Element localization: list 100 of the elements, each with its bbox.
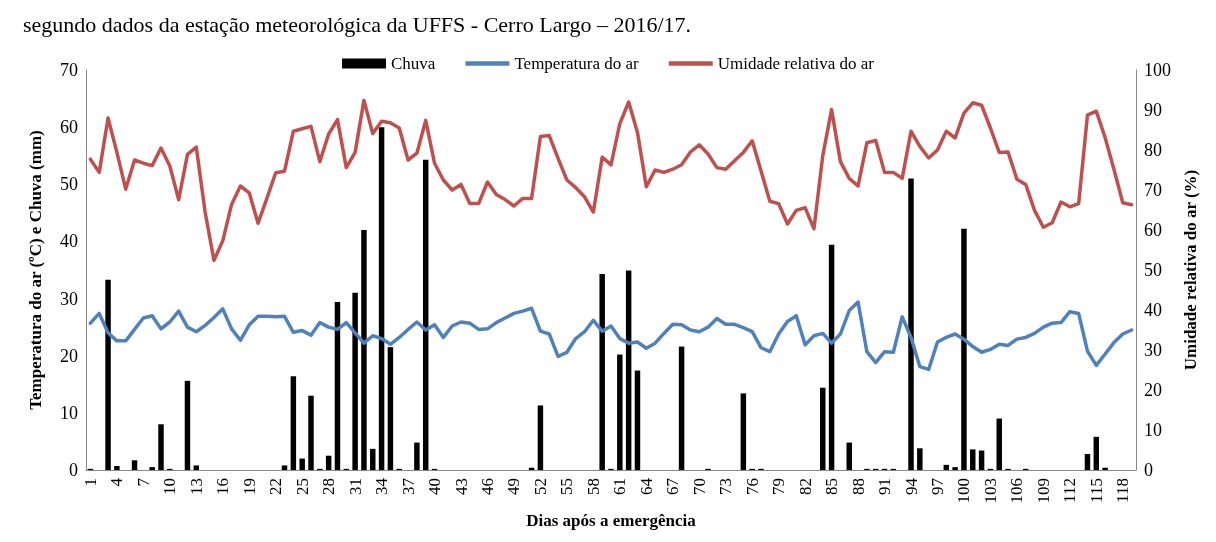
x-tick-label: 25 (292, 478, 312, 495)
bar (996, 418, 1002, 470)
x-tick-label: 94 (901, 477, 921, 495)
y2-tick-label: 20 (1144, 380, 1162, 400)
y2-tick-label: 40 (1144, 300, 1162, 320)
y-tick-label: 40 (60, 231, 78, 252)
bar (678, 346, 685, 470)
legend-label: Chuva (391, 54, 436, 73)
x-tick-label: 16 (213, 478, 233, 495)
bar (308, 395, 314, 470)
bar (281, 465, 288, 470)
x-tick-label: 37 (398, 477, 418, 495)
bar (422, 159, 429, 470)
bar (961, 228, 967, 470)
bar (131, 460, 138, 470)
x-tick-label: 97 (927, 477, 947, 495)
x-tick-label: 109 (1033, 478, 1053, 504)
x-tick-label: 82 (795, 478, 815, 495)
x-tick-label: 115 (1086, 478, 1106, 503)
bar (378, 127, 385, 470)
x-tick-label: 52 (530, 478, 550, 495)
x-tick-label: 79 (769, 478, 789, 495)
bar (361, 230, 367, 470)
x-tick-label: 13 (186, 478, 206, 495)
x-tick-label: 10 (160, 478, 180, 495)
x-tick-label: 76 (742, 478, 762, 495)
bar (740, 393, 747, 470)
y2-tick-label: 80 (1144, 140, 1162, 160)
y-axis-title: Temperatura do ar (ºC) e Chuva (mm) (26, 130, 45, 410)
y2-tick-label: 60 (1144, 220, 1162, 240)
y2-tick-label: 70 (1144, 180, 1162, 200)
x-tick-label: 4 (107, 477, 127, 487)
x-axis-title: Dias após a emergência (526, 511, 697, 530)
bar (149, 467, 155, 470)
legend-label: Temperatura do ar (514, 54, 640, 73)
y2-tick-label: 30 (1144, 340, 1162, 360)
x-tick-label: 22 (266, 478, 286, 495)
bar (846, 442, 852, 470)
chart-title: segundo dados da estação meteorológica da UFFS - Cerro Largo – 2016/17. (23, 11, 692, 37)
line-series (88, 98, 1134, 263)
y2-tick-label: 50 (1144, 260, 1162, 280)
bar (820, 387, 826, 470)
bar (634, 370, 641, 470)
bar (537, 405, 544, 470)
bar (158, 424, 164, 470)
x-tick-label: 88 (848, 478, 868, 495)
y-tick-label: 30 (60, 288, 78, 309)
x-tick-label: 91 (875, 478, 895, 495)
x-tick-label: 55 (557, 478, 577, 495)
y2-axis-title: Umidade relativa do ar (%) (1180, 169, 1200, 371)
x-tick-label: 64 (636, 477, 656, 495)
x-tick-label: 7 (133, 477, 153, 487)
bar (105, 279, 111, 470)
bar (978, 450, 985, 470)
bar (193, 465, 200, 470)
x-tick-label: 34 (372, 477, 392, 495)
x-tick-label: 118 (1113, 478, 1133, 503)
y-tick-label: 50 (60, 174, 78, 195)
x-tick-label: 46 (477, 478, 497, 495)
x-tick-label: 106 (1007, 478, 1027, 504)
bar (290, 376, 297, 470)
y2-tick-label: 10 (1144, 420, 1162, 440)
x-tick-label: 112 (1060, 478, 1080, 503)
y-tick-label: 60 (60, 117, 78, 138)
x-tick-label: 58 (583, 478, 603, 495)
bar (114, 466, 120, 470)
x-tick-label: 103 (980, 478, 1000, 504)
x-tick-label: 67 (663, 477, 683, 495)
y2-tick-label: 100 (1144, 60, 1171, 80)
x-tick-label: 19 (239, 478, 259, 495)
y2-tick-label: 0 (1144, 460, 1153, 480)
bar (1102, 467, 1108, 470)
x-tick-label: 70 (689, 478, 709, 495)
x-tick-label: 40 (425, 478, 445, 495)
bar (414, 442, 420, 470)
bar (952, 467, 958, 470)
y-tick-label: 0 (69, 460, 78, 480)
bar (917, 448, 923, 470)
x-tick-label: 61 (610, 478, 630, 495)
y-tick-label: 10 (60, 402, 78, 423)
line-series (88, 300, 1134, 372)
x-tick-label: 1 (80, 478, 100, 487)
x-tick-label: 31 (345, 478, 365, 495)
y-tick-label: 20 (60, 345, 78, 366)
bar (1093, 436, 1100, 470)
x-tick-label: 49 (504, 478, 524, 495)
bar (387, 347, 394, 470)
bar (1084, 454, 1091, 470)
x-tick-label: 43 (451, 478, 471, 495)
bar (325, 455, 332, 470)
bar (617, 354, 623, 470)
legend-label: Umidade relativa do ar (717, 54, 875, 73)
bar (908, 178, 914, 470)
bar (184, 380, 191, 470)
x-tick-label: 100 (954, 478, 974, 504)
bar (352, 292, 358, 470)
bar (599, 274, 605, 470)
x-tick-label: 73 (716, 478, 736, 495)
bar (299, 458, 305, 470)
bar (970, 449, 976, 470)
